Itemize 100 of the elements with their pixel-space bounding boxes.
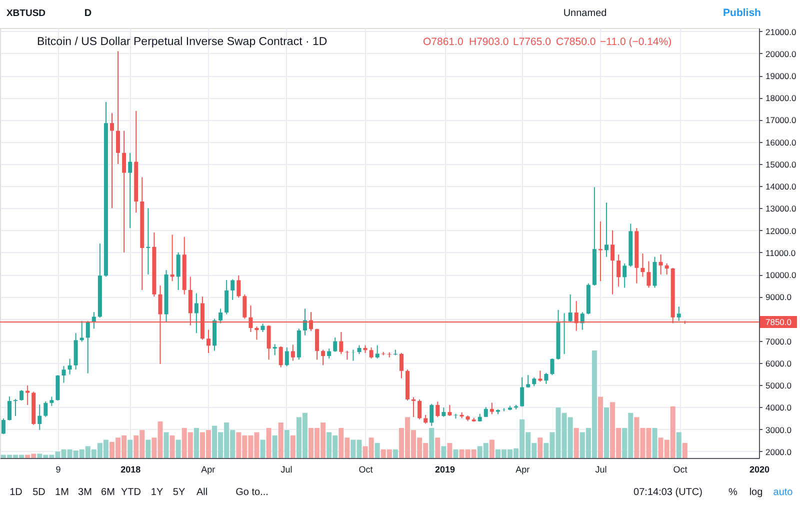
candlestick [7,396,12,421]
candlestick [284,346,289,367]
y-tick-label: 17000.0 [766,115,796,126]
bar [538,438,543,458]
candlestick [128,152,132,229]
candlestick [110,112,114,209]
bar [652,428,658,458]
bar [682,442,688,458]
candlestick [333,337,338,352]
candlestick [676,306,681,322]
candlestick [254,326,259,340]
candlestick [375,344,380,360]
y-tick-label: 20000.0 [766,48,796,59]
candlestick [80,320,84,342]
candlestick [562,312,566,355]
annotation: L7765.0 [513,36,552,48]
bar [176,440,181,458]
candlestick [646,260,651,288]
candlestick [412,396,416,418]
candlestick [218,308,223,324]
y-tick-label: 10000.0 [766,270,796,280]
x-tick-label: Jul [280,464,292,474]
candlestick [399,352,404,379]
text: 07:14:03 (UTC) [634,487,702,498]
bar [392,449,398,458]
text: log [749,487,763,498]
annotation: −11.0 (−0.14%) [600,36,672,48]
text: 5Y [172,487,186,498]
x-tick-label: 2020 [749,464,770,474]
candlestick [194,292,198,334]
y-tick-label: 15000.0 [766,159,796,170]
candlestick [436,401,440,418]
bar [453,449,458,458]
y-tick-label: 11000.0 [766,248,796,258]
candlestick [622,262,627,288]
bar [374,442,380,458]
bar [260,440,266,458]
candlestick [68,358,72,375]
y-tick-label: 4000.0 [766,402,792,413]
bar [170,435,175,458]
candlestick [568,294,572,323]
text: Publish [723,7,761,19]
candlestick [62,366,66,384]
candlestick [14,398,18,416]
y-tick-label: 3000.0 [766,424,792,435]
y-tick-label: 9000.0 [766,292,792,302]
candlestick [224,280,229,315]
bar [290,435,296,458]
bar [574,428,579,458]
text: XBTUSD [6,8,46,19]
x-tick-label: Apr [516,464,530,474]
candlestick [44,400,48,418]
bar [598,396,603,458]
x-tick-label: 9 [56,464,61,474]
text: 1D [10,487,22,498]
candlestick [290,344,295,362]
x-tick-label: 2019 [435,464,456,474]
candlestick [658,254,663,276]
text: Go to... [236,487,268,498]
bar [266,428,272,458]
y-tick-label: 18000.0 [766,93,796,104]
candlestick [550,358,554,376]
text: Bitcoin / US Dollar Perpetual Inverse Swap Contract · 1D [37,36,328,48]
candlestick [86,320,90,374]
candlestick [339,331,344,355]
bar [128,440,133,458]
candlestick [321,349,326,366]
text: 6M [101,487,115,498]
annotation: C7850.0 [556,36,596,48]
y-tick-label: 6000.0 [766,358,792,368]
bar [146,440,151,458]
text: auto [773,487,794,498]
candlestick [92,312,96,330]
candlestick [520,376,524,408]
y-tick-label: 19000.0 [766,71,796,82]
bar [278,422,284,458]
text: Unnamed [563,8,607,19]
candlestick [664,262,669,276]
candlestick [176,252,180,290]
bar [284,430,290,458]
x-tick-label: Jul [595,464,607,474]
candlestick [490,402,494,415]
candlestick [315,328,320,360]
y-tick-label: 7000.0 [766,336,792,346]
candlestick [387,352,392,358]
candlestick [278,346,283,368]
candlestick [170,234,174,282]
bar [447,442,452,458]
candlestick [351,349,356,362]
y-tick-label: 5000.0 [766,380,792,391]
candlestick [526,374,530,388]
candlestick [242,294,247,320]
y-tick-label: 21000.0 [766,26,796,37]
candlestick [266,324,271,360]
candlestick [538,370,542,382]
candlestick [272,344,277,356]
candlestick [236,274,241,298]
bar [489,440,494,458]
candlestick [345,350,350,360]
candlestick [430,403,434,426]
